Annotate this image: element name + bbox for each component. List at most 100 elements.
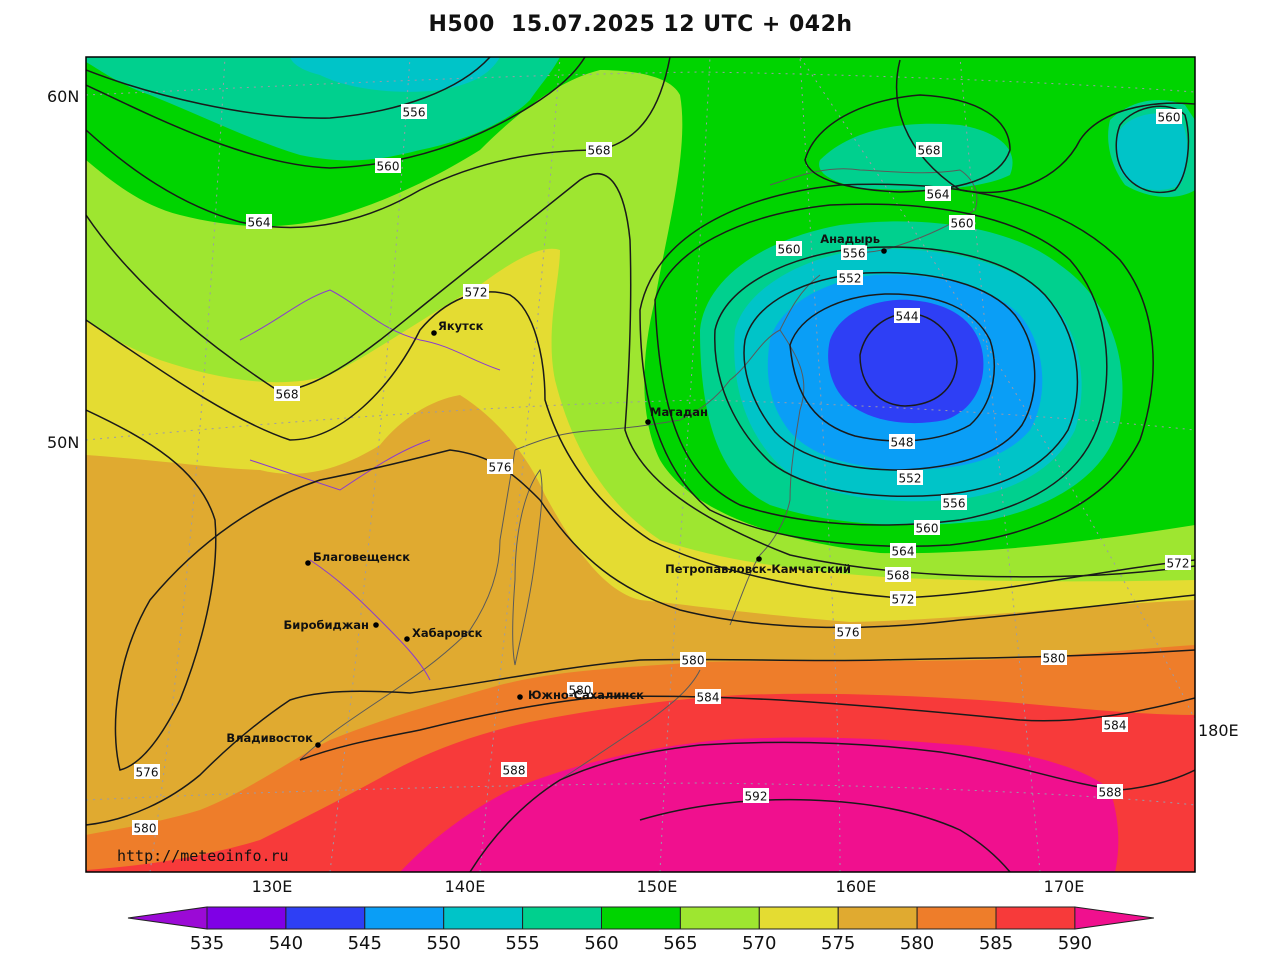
- city-marker: Петропавловск-Камчатский: [665, 556, 851, 576]
- legend-swatch: [837, 906, 918, 930]
- contour-label: 592: [743, 788, 769, 804]
- contour-label: 556: [941, 495, 967, 511]
- legend-value: 565: [663, 933, 697, 954]
- legend-value: 585: [979, 933, 1013, 954]
- svg-text:580: 580: [134, 822, 157, 836]
- svg-text:560: 560: [1158, 111, 1181, 125]
- contour-552-low: [743, 271, 1036, 471]
- svg-text:576: 576: [837, 626, 860, 640]
- contour-label: 576: [134, 764, 160, 780]
- contour-label: 556: [841, 245, 867, 261]
- legend-swatch: [285, 906, 366, 930]
- contour-label: 552: [897, 470, 923, 486]
- city-marker: Анадырь: [820, 232, 887, 254]
- svg-text:564: 564: [927, 188, 950, 202]
- contour-label: 560: [375, 158, 401, 174]
- svg-text:580: 580: [569, 684, 592, 698]
- map-frame: [85, 56, 1196, 873]
- contour-label: 572: [1165, 555, 1191, 571]
- city-marker: Биробиджан: [284, 618, 379, 632]
- contour-556-north: [86, 57, 491, 119]
- lon-label-130e: 130E: [252, 877, 293, 896]
- contour-labels: 5565605645685725765805765805685685645605…: [132, 104, 1191, 836]
- city-marker: Якутск: [431, 319, 484, 336]
- svg-text:572: 572: [465, 286, 488, 300]
- contour-592: [639, 798, 1011, 872]
- contour-label: 560: [776, 241, 802, 257]
- contour-label: 564: [890, 543, 916, 559]
- city-label: Южно-Сахалинск: [528, 688, 644, 702]
- contour-label: 560: [949, 215, 975, 231]
- city-label: Владивосток: [226, 731, 313, 745]
- height-fill-bands: [86, 57, 1195, 872]
- color-legend: 535 540 545 550 555 560 565 570 575 580 585 590: [127, 906, 1154, 954]
- contour-label: 544: [894, 308, 920, 324]
- graticule: [86, 57, 1195, 872]
- contour-label: 580: [680, 652, 706, 668]
- credit-text: http://meteoinfo.ru: [117, 847, 289, 865]
- contour-label: 588: [501, 762, 527, 778]
- svg-text:584: 584: [1104, 719, 1127, 733]
- city-marker: Магадан: [645, 405, 708, 425]
- legend-swatch: [679, 906, 760, 930]
- svg-text:560: 560: [778, 243, 801, 257]
- legend-arrow-high: [1074, 906, 1154, 930]
- contour-564-east: [895, 59, 1195, 194]
- legend-swatch: [916, 906, 997, 930]
- city-marker: Благовещенск: [305, 550, 410, 566]
- svg-text:564: 564: [248, 216, 271, 230]
- svg-text:572: 572: [1167, 557, 1190, 571]
- contour-564-north: [86, 57, 671, 229]
- contour-label: 580: [1041, 650, 1067, 666]
- city-label: Хабаровск: [412, 626, 483, 640]
- city-label: Анадырь: [820, 232, 880, 246]
- lon-label-150e: 150E: [637, 877, 678, 896]
- svg-text:564: 564: [892, 545, 915, 559]
- contour-544-low: [859, 312, 958, 407]
- legend-value: 550: [427, 933, 461, 954]
- coastlines: [239, 168, 978, 781]
- svg-text:552: 552: [839, 272, 862, 286]
- legend-swatch: [443, 906, 524, 930]
- legend-swatch: [206, 906, 287, 930]
- svg-text:568: 568: [918, 144, 941, 158]
- city-marker: Владивосток: [226, 731, 321, 748]
- svg-text:572: 572: [892, 593, 915, 607]
- contour-label: 580: [567, 682, 593, 698]
- contour-label: 584: [1102, 717, 1128, 733]
- coastline-kurils: [559, 669, 701, 781]
- legend-value: 575: [821, 933, 855, 954]
- lat-label-50n: 50N: [47, 433, 79, 452]
- svg-text:556: 556: [403, 106, 426, 120]
- contour-label: 556: [401, 104, 427, 120]
- city-marker: Хабаровск: [404, 626, 483, 642]
- contour-label: 588: [1097, 784, 1123, 800]
- legend-swatch: [995, 906, 1076, 930]
- contour-label: 576: [487, 459, 513, 475]
- svg-text:548: 548: [891, 436, 914, 450]
- svg-text:560: 560: [951, 217, 974, 231]
- coastline-kamchatka: [729, 329, 805, 626]
- legend-value: 590: [1058, 933, 1092, 954]
- contour-560-east: [1115, 105, 1190, 194]
- contour-label: 572: [463, 284, 489, 300]
- contour-548-low: [789, 293, 995, 442]
- legend-value: 545: [348, 933, 382, 954]
- city-markers: Якутск Магадан Анадырь Благовещенск Биробидж…: [226, 232, 887, 748]
- contour-label: 568: [916, 142, 942, 158]
- contour-label: 560: [914, 520, 940, 536]
- legend-value: 555: [505, 933, 539, 954]
- city-label: Благовещенск: [313, 550, 410, 564]
- contour-580: [86, 649, 1195, 826]
- legend-swatch: [364, 906, 445, 930]
- contour-label: 568: [586, 142, 612, 158]
- legend-value: 560: [584, 933, 618, 954]
- legend-swatch: [522, 906, 602, 930]
- svg-text:576: 576: [136, 766, 159, 780]
- legend-swatch: [758, 906, 839, 930]
- legend-arrow-low: [127, 906, 208, 930]
- svg-text:584: 584: [697, 691, 720, 705]
- contour-label: 568: [885, 567, 911, 583]
- band-555-north: [290, 57, 500, 92]
